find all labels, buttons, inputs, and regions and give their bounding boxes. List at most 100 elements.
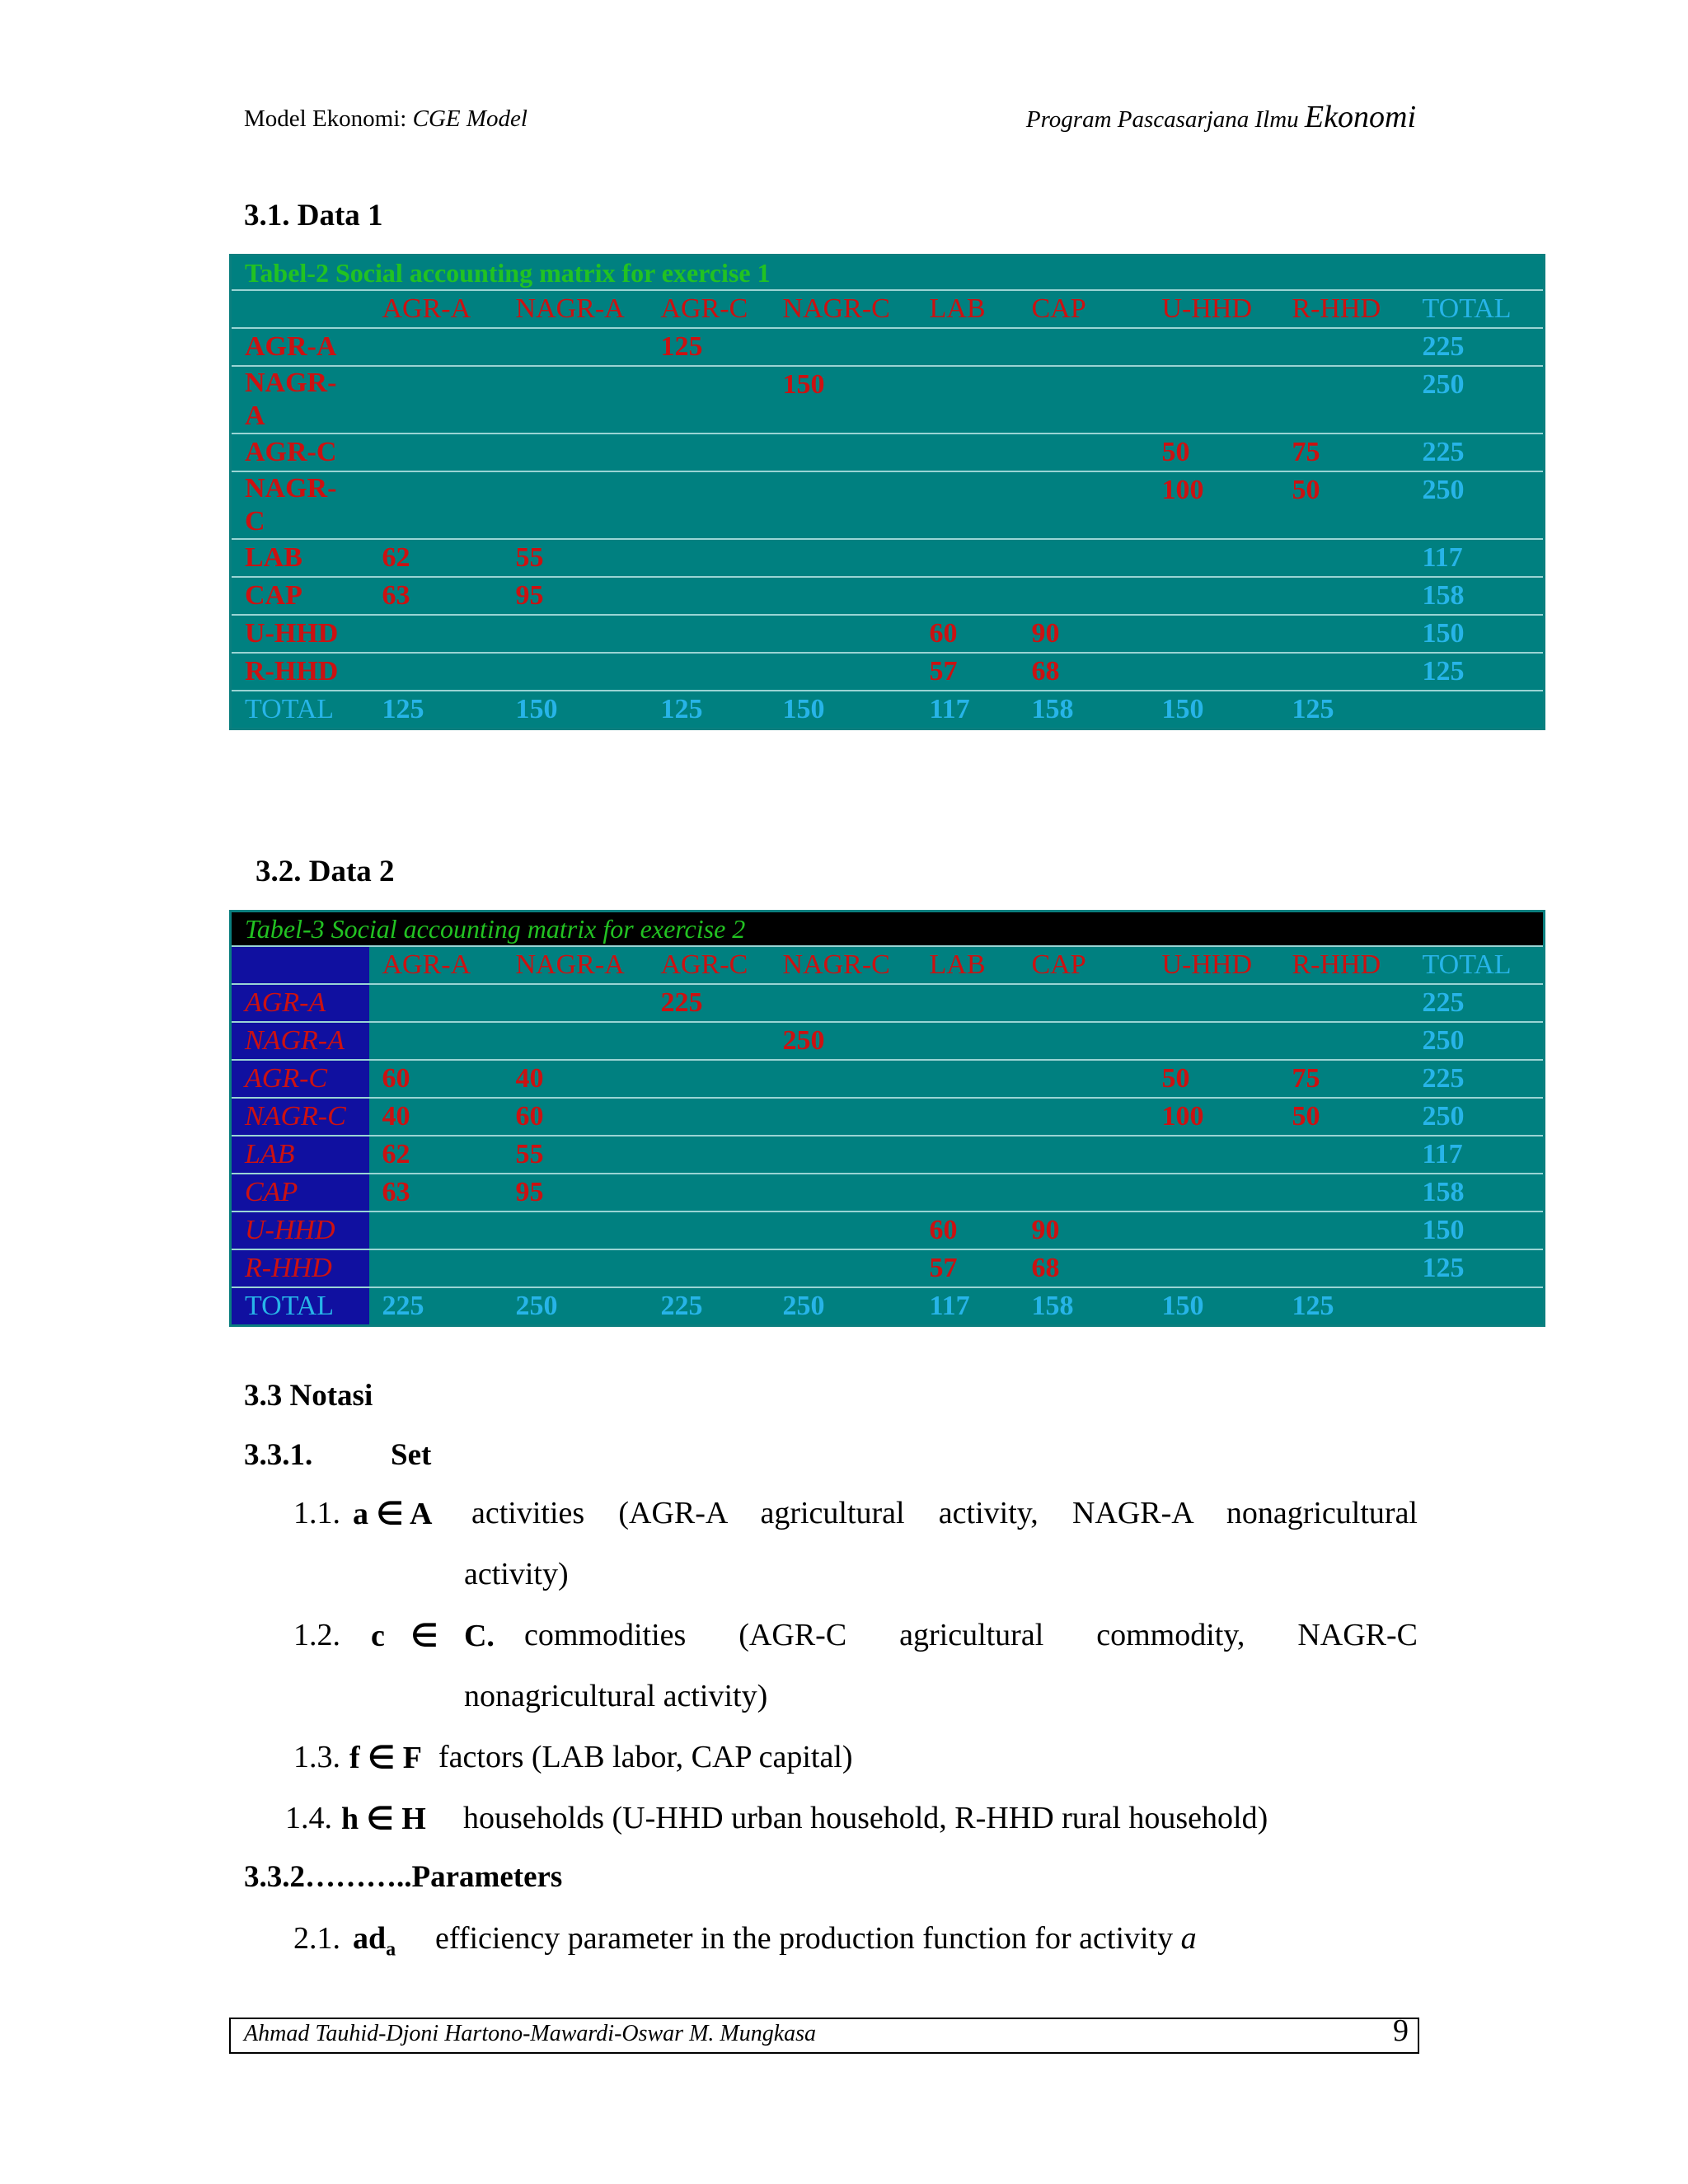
table-cell xyxy=(1278,1022,1409,1061)
section-heading-3-3: 3.3 Notasi xyxy=(244,1379,373,1413)
row-total-cell: 150 xyxy=(1409,1212,1545,1250)
table-cell: 250 xyxy=(782,1291,825,1321)
row-header: U-HHD xyxy=(230,1212,369,1250)
table-cell: 90 xyxy=(1018,615,1149,654)
table-cell xyxy=(769,1060,917,1099)
header-right-big: Ekonomi xyxy=(1304,100,1416,134)
item-1-2-number: 1.2. xyxy=(293,1618,340,1652)
table-cell xyxy=(916,1136,1019,1174)
item-1-2-symbol: c ∈ C. xyxy=(371,1619,495,1653)
table-cell: 55 xyxy=(502,1136,648,1174)
table-cell xyxy=(647,1022,770,1061)
row-total-cell: 250 xyxy=(1409,366,1545,434)
table-cell xyxy=(502,471,648,540)
table-cell xyxy=(916,1022,1019,1061)
table-row: AGR-A 125 225 xyxy=(230,328,1545,367)
row-total-cell: 117 xyxy=(1409,1136,1545,1174)
table-cell xyxy=(1018,328,1149,367)
col-header: U-HHD xyxy=(1148,946,1279,985)
item-2-1-number: 2.1. xyxy=(293,1921,340,1956)
table-2-container: Tabel-3 Social accounting matrix for exe… xyxy=(229,910,1546,1327)
table-cell xyxy=(769,328,917,367)
table-cell xyxy=(1148,1249,1279,1288)
footer-box xyxy=(229,2018,1419,2054)
table-cell: 60 xyxy=(916,1212,1019,1250)
table-cell: 40 xyxy=(502,1060,648,1099)
row-header: LAB xyxy=(230,539,369,578)
table-1-header-row: AGR-A NAGR-A AGR-C NAGR-C LAB CAP U-HHD … xyxy=(230,290,1545,329)
table-cell xyxy=(769,471,917,540)
table-cell xyxy=(1278,366,1409,434)
item-2-1-symbol-main: ad xyxy=(353,1921,387,1956)
table-cell xyxy=(1148,577,1279,616)
table-cell: 117 xyxy=(929,1291,970,1321)
footer-authors: Ahmad Tauhid-Djoni Hartono-Mawardi-Oswar… xyxy=(244,2021,817,2046)
table-cell: 50 xyxy=(1148,434,1279,472)
row-total-cell: 125 xyxy=(1409,1249,1545,1288)
row-total-cell: 125 xyxy=(1409,653,1545,691)
table-cell xyxy=(1278,1212,1409,1250)
item-1-3-number: 1.3. xyxy=(293,1740,340,1774)
table-cell xyxy=(769,653,917,691)
table-cell xyxy=(1018,1136,1149,1174)
item-2-1-text-main: efficiency parameter in the production f… xyxy=(435,1921,1181,1956)
table-cell xyxy=(647,366,770,434)
item-1-2-continuation: nonagricultural activity) xyxy=(464,1679,768,1713)
table-cell xyxy=(1018,434,1149,472)
section-heading-3-3-1-title: Set xyxy=(391,1438,432,1472)
table-cell: 60 xyxy=(368,1060,503,1099)
col-header: NAGR-C xyxy=(769,290,917,329)
table-row: NAGR-C 40 60 100 50 250 xyxy=(230,1098,1545,1137)
row-header: TOTAL xyxy=(230,1287,369,1326)
row-total-cell xyxy=(1409,691,1545,729)
table-cell xyxy=(368,653,503,691)
table-cell xyxy=(1148,653,1279,691)
header-left-prefix: Model Ekonomi: xyxy=(244,105,413,132)
table-cell xyxy=(769,1098,917,1137)
row-header: CAP xyxy=(230,1174,369,1212)
item-1-4-text: households (U-HHD urban household, R-HHD… xyxy=(463,1801,1268,1835)
col-header: R-HHD xyxy=(1278,946,1409,985)
row-total-cell: 225 xyxy=(1409,328,1545,367)
table-row: CAP 63 95 158 xyxy=(230,1174,1545,1212)
row-total-cell: 225 xyxy=(1409,434,1545,472)
table-cell xyxy=(647,1249,770,1288)
table-cell xyxy=(368,1212,503,1250)
table-cell xyxy=(502,366,648,434)
table-cell xyxy=(1148,1022,1279,1061)
table-row: CAP 63 95 158 xyxy=(230,577,1545,616)
table-cell: 62 xyxy=(368,539,503,578)
item-1-4-number: 1.4. xyxy=(285,1801,332,1835)
table-row: NAGR-A 250 250 xyxy=(230,1022,1545,1061)
table-cell xyxy=(368,434,503,472)
table-cell xyxy=(1278,539,1409,578)
row-header: AGR-A xyxy=(230,328,369,367)
table-row: R-HHD 57 68 125 xyxy=(230,653,1545,691)
sam-table-1: Tabel-2 Social accounting matrix for exe… xyxy=(229,254,1546,730)
table-cell: 75 xyxy=(1278,434,1409,472)
table-cell xyxy=(647,1060,770,1099)
table-row: NAGR- A 150 250 xyxy=(230,366,1545,434)
table-cell: 60 xyxy=(916,615,1019,654)
table-row: AGR-A 225 225 xyxy=(230,984,1545,1023)
table-cell: 158 xyxy=(1031,1291,1074,1321)
table-cell xyxy=(647,434,770,472)
table-cell: 225 xyxy=(660,1291,703,1321)
table-cell xyxy=(1018,539,1149,578)
row-header: R-HHD xyxy=(230,1249,369,1288)
item-1-4-symbol: h ∈ H xyxy=(341,1802,426,1836)
table-2-corner xyxy=(230,946,369,985)
table-cell xyxy=(769,1249,917,1288)
table-row: U-HHD 60 90 150 xyxy=(230,615,1545,654)
page-number: 9 xyxy=(1393,2013,1409,2048)
table-cell xyxy=(647,1098,770,1137)
row-total-cell: 250 xyxy=(1409,1098,1545,1137)
table-cell: 68 xyxy=(1018,1249,1149,1288)
table-cell: 117 xyxy=(929,694,970,724)
table-2-header-row: AGR-A NAGR-A AGR-C NAGR-C LAB CAP U-HHD … xyxy=(230,946,1545,985)
col-header-total: TOTAL xyxy=(1409,946,1545,985)
table-cell xyxy=(1018,1022,1149,1061)
table-cell xyxy=(1148,615,1279,654)
table-1-container: Tabel-2 Social accounting matrix for exe… xyxy=(229,254,1546,730)
table-cell xyxy=(916,328,1019,367)
